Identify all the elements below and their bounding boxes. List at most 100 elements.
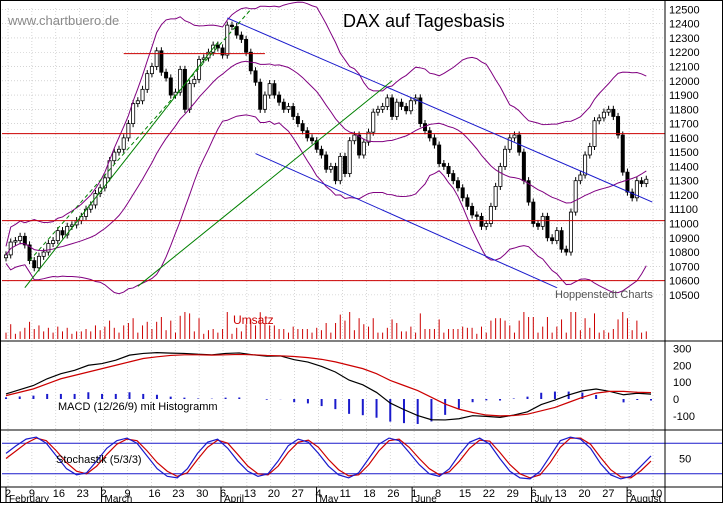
candle-body <box>465 197 470 207</box>
candle-body <box>178 68 183 93</box>
bollinger-middle <box>5 60 647 256</box>
candle-body <box>22 235 27 246</box>
candle-body <box>479 215 484 227</box>
candle-body <box>380 106 385 110</box>
candle-body <box>239 34 244 40</box>
candle-body <box>55 230 60 242</box>
candle-body <box>333 166 338 182</box>
candle-body <box>418 97 423 125</box>
candle-body <box>126 123 131 139</box>
date-tick-label: 23 <box>172 488 184 500</box>
candle-body <box>371 111 376 133</box>
candle-body <box>244 38 249 53</box>
price-tick-label: 11800 <box>669 104 699 116</box>
date-tick-label: 22 <box>483 488 495 500</box>
candle-body <box>121 137 126 150</box>
candle-body <box>578 174 583 182</box>
candle-body <box>338 156 343 182</box>
macd-tick-label: -100 <box>673 411 695 423</box>
date-tick-label: 26 <box>387 488 399 500</box>
date-tick-label: 2 <box>101 488 107 500</box>
price-tick-label: 12400 <box>669 19 700 31</box>
candle-body <box>88 204 93 210</box>
candle-body <box>573 180 578 213</box>
candle-body <box>526 180 531 203</box>
date-tick-label: 27 <box>602 488 614 500</box>
candle-body <box>531 201 536 224</box>
candle-body <box>352 134 357 142</box>
candle-body <box>41 251 46 257</box>
date-tick-label: 27 <box>292 488 304 500</box>
candle-body <box>493 185 498 207</box>
candle-body <box>446 166 451 174</box>
candle-body <box>319 148 324 156</box>
volume-label: Umsatz <box>233 313 274 327</box>
volume-panel <box>5 312 647 339</box>
candle-body <box>375 108 380 113</box>
macd-tick-label: 200 <box>673 360 691 372</box>
candle-body <box>357 134 362 156</box>
price-tick-label: 10500 <box>669 290 700 302</box>
candle-body <box>616 116 621 136</box>
candle-body <box>305 130 310 139</box>
candle-body <box>154 50 159 67</box>
candle-body <box>606 108 611 113</box>
date-tick-label: 13 <box>244 488 256 500</box>
candle-body <box>295 116 300 125</box>
macd-tick-label: 300 <box>673 343 691 355</box>
date-tick-label: 13 <box>554 488 566 500</box>
candle-body <box>300 123 305 132</box>
price-tick-label: 11200 <box>669 190 699 202</box>
macd-signal-line <box>5 353 652 417</box>
candle-body <box>512 134 517 139</box>
stochastic-panel <box>2 436 723 480</box>
candle-body <box>540 215 545 227</box>
candle-body <box>390 97 395 117</box>
price-tick-label: 12100 <box>669 62 700 74</box>
candle-body <box>366 131 371 143</box>
candle-body <box>399 101 404 107</box>
candle-body <box>291 106 296 117</box>
month-label: August <box>630 494 661 503</box>
candle-body <box>361 141 366 156</box>
candle-body <box>159 50 164 73</box>
price-tick-label: 11900 <box>669 90 699 102</box>
price-tick-label: 10700 <box>669 261 700 273</box>
candle-body <box>550 237 555 242</box>
price-tick-label: 11300 <box>669 176 699 188</box>
candle-body <box>521 151 526 182</box>
candle-body <box>583 154 588 176</box>
candle-body <box>342 156 347 174</box>
date-tick-label: 20 <box>268 488 280 500</box>
stoch-title: Stochastik (5/3/3) <box>56 454 142 466</box>
candle-body <box>639 180 644 184</box>
candle-body <box>597 117 602 122</box>
candle-body <box>404 106 409 112</box>
candle-body <box>470 205 475 216</box>
candle-body <box>248 51 253 72</box>
price-tick-label: 10900 <box>669 233 700 245</box>
candle-body <box>286 106 291 110</box>
candle-body <box>587 146 592 156</box>
candle-body <box>634 180 639 199</box>
date-tick-label: 18 <box>363 488 375 500</box>
candle-body <box>545 215 550 239</box>
price-panel <box>2 1 665 295</box>
candle-body <box>60 230 65 236</box>
candle-body <box>13 240 18 243</box>
candle-body <box>46 243 51 253</box>
date-tick-label: 3 <box>626 488 632 500</box>
candle-body <box>488 205 493 224</box>
date-tick-label: 16 <box>53 488 65 500</box>
candle-body <box>455 180 460 189</box>
candle-body <box>324 154 329 170</box>
candle-body <box>215 44 220 49</box>
candle-body <box>18 235 23 242</box>
price-tick-label: 12000 <box>669 76 700 88</box>
date-tick-label: 20 <box>578 488 590 500</box>
candle-body <box>116 148 121 153</box>
price-tick-label: 12200 <box>669 47 700 59</box>
candle-body <box>394 101 399 117</box>
macd-tick-label: 0 <box>673 394 679 406</box>
